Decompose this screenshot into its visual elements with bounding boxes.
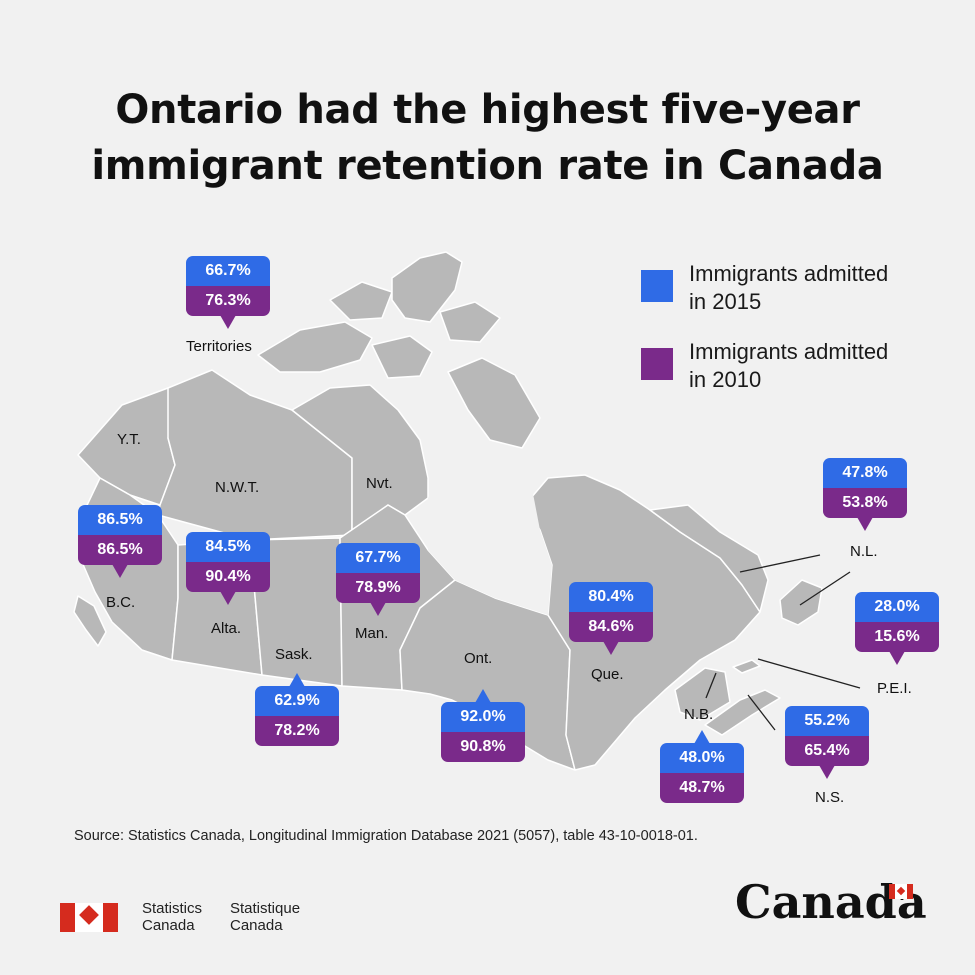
arctic-islands (391, 251, 463, 323)
callout-pointer (289, 673, 305, 687)
arctic-islands (371, 335, 433, 379)
source-note: Source: Statistics Canada, Longitudinal … (74, 828, 698, 844)
value-2015: 84.5% (186, 532, 270, 562)
value-2010: 78.9% (336, 573, 420, 603)
callout-pointer (819, 765, 835, 779)
callout-sask: 62.9% 78.2% (255, 673, 339, 746)
legend-label-2010: Immigrants admitted in 2010 (689, 339, 889, 392)
value-2015: 28.0% (855, 592, 939, 622)
value-2010: 76.3% (186, 286, 270, 316)
value-2010: 78.2% (255, 716, 339, 746)
value-2015: 80.4% (569, 582, 653, 612)
label-yt: Y.T. (117, 431, 141, 448)
value-2010: 90.8% (441, 732, 525, 762)
label-territories: Territories (186, 338, 252, 355)
region-nl-island (779, 579, 823, 626)
value-2010: 90.4% (186, 562, 270, 592)
value-2010: 86.5% (78, 535, 162, 565)
legend-swatch-2010 (641, 348, 673, 380)
value-2015: 55.2% (785, 706, 869, 736)
callout-ns: 55.2% 65.4% (785, 706, 869, 779)
region-bc-island (73, 595, 107, 647)
agency-name-fr: Statistique Canada (230, 900, 301, 934)
callout-pointer (694, 730, 710, 744)
region-nl-labrador (649, 504, 769, 613)
legend-swatch-2015 (641, 270, 673, 302)
legend-label-2015: Immigrants admitted in 2015 (689, 261, 889, 314)
label-nwt: N.W.T. (215, 479, 260, 496)
value-2015: 86.5% (78, 505, 162, 535)
callout-pei: 28.0% 15.6% (855, 592, 939, 665)
label-que: Que. (591, 666, 624, 683)
value-2015: 62.9% (255, 686, 339, 716)
label-nb: N.B. (684, 706, 714, 723)
region-nvt (291, 384, 429, 536)
canada-flag-icon (60, 903, 118, 932)
value-2015: 92.0% (441, 702, 525, 732)
callout-pointer (220, 591, 236, 605)
callout-pointer (220, 315, 236, 329)
arctic-islands (329, 281, 393, 321)
value-2015: 47.8% (823, 458, 907, 488)
value-2010: 48.7% (660, 773, 744, 803)
callout-nb: 48.0% 48.7% (660, 730, 744, 803)
callout-bc: 86.5% 86.5% (78, 505, 162, 578)
wordmark-flag-icon (889, 884, 913, 899)
legend-item-2010: Immigrants admitted in 2010 (641, 338, 909, 394)
callout-pointer (475, 689, 491, 703)
region-nwt (157, 369, 353, 541)
label-ns: N.S. (815, 789, 845, 806)
region-ns (704, 689, 781, 736)
value-2010: 65.4% (785, 736, 869, 766)
value-2015: 67.7% (336, 543, 420, 573)
label-ont: Ont. (464, 650, 493, 667)
callout-alta: 84.5% 90.4% (186, 532, 270, 605)
arctic-islands (447, 357, 541, 449)
label-pei: P.E.I. (877, 680, 912, 697)
arctic-islands (439, 301, 501, 343)
label-sask: Sask. (275, 646, 313, 663)
label-alta: Alta. (211, 620, 242, 637)
arctic-islands (257, 321, 373, 373)
callout-pointer (857, 517, 873, 531)
callout-man: 67.7% 78.9% (336, 543, 420, 616)
callout-nl: 47.8% 53.8% (823, 458, 907, 531)
value-2010: 53.8% (823, 488, 907, 518)
page-title: Ontario had the highest five-year immigr… (91, 87, 884, 189)
label-nvt: Nvt. (366, 475, 393, 492)
value-2015: 48.0% (660, 743, 744, 773)
callout-pointer (889, 651, 905, 665)
region-nb (674, 667, 731, 721)
region-pei (732, 659, 761, 674)
callout-pointer (112, 564, 128, 578)
label-nl: N.L. (850, 543, 878, 560)
value-2015: 66.7% (186, 256, 270, 286)
value-2010: 15.6% (855, 622, 939, 652)
value-2010: 84.6% (569, 612, 653, 642)
callout-pointer (603, 641, 619, 655)
callout-que: 80.4% 84.6% (569, 582, 653, 655)
callout-ont: 92.0% 90.8% (441, 689, 525, 762)
callout-pointer (370, 602, 386, 616)
label-man: Man. (355, 625, 389, 642)
legend-item-2015: Immigrants admitted in 2015 (641, 260, 909, 316)
label-bc: B.C. (106, 594, 136, 611)
agency-name-en: Statistics Canada (142, 900, 203, 934)
callout-territories: 66.7% 76.3% (186, 256, 270, 329)
